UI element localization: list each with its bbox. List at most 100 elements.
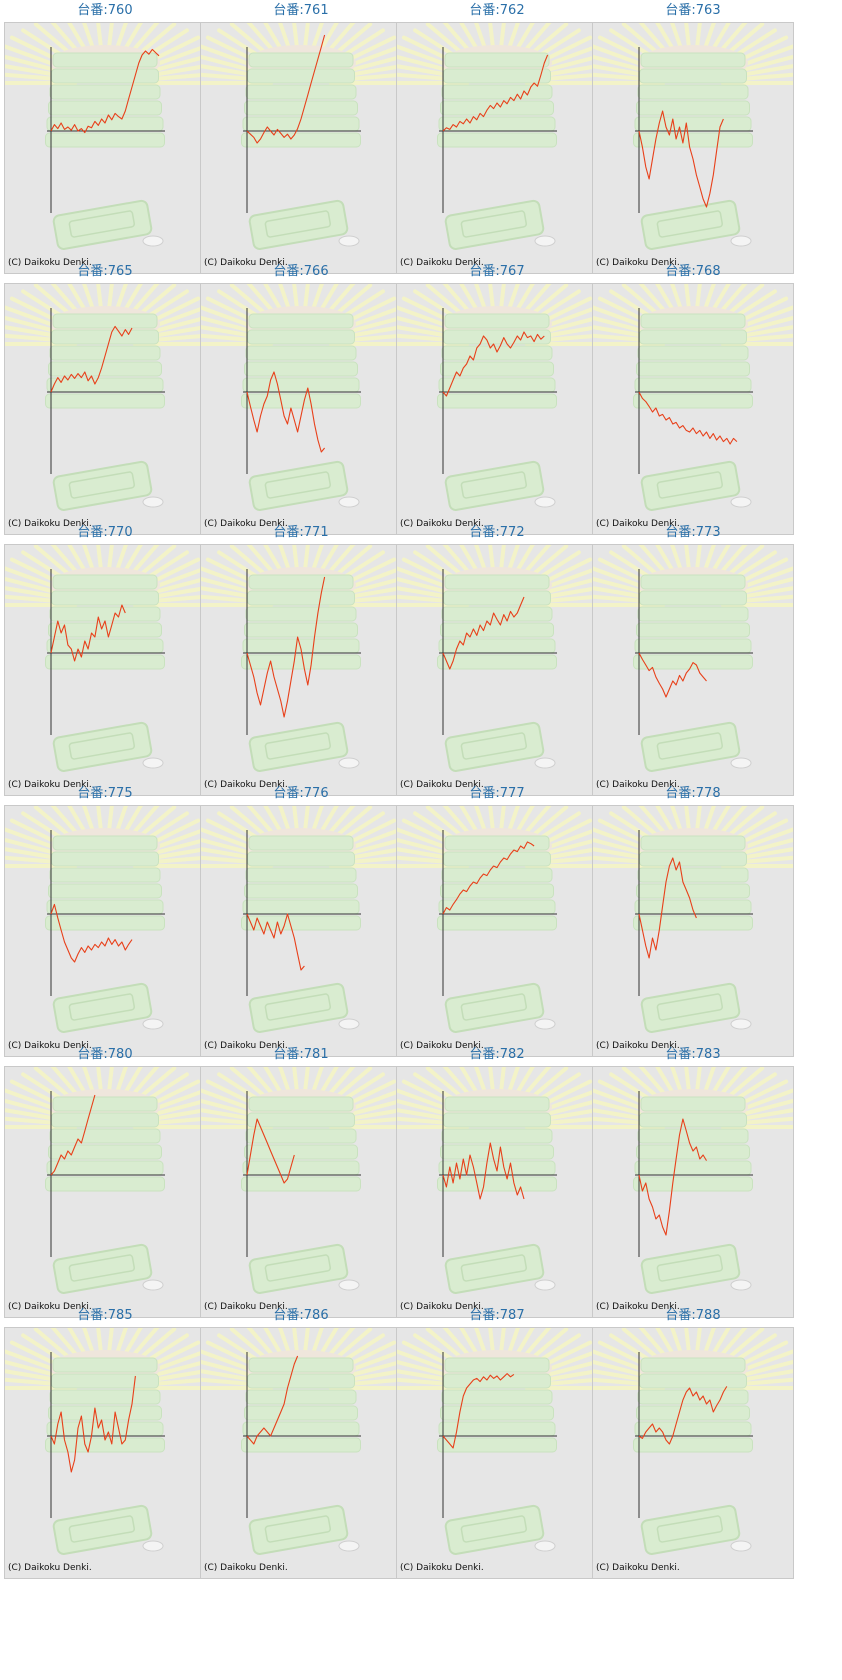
copyright-text: (C) Daikoku Denki. (204, 258, 288, 268)
copyright-text: (C) Daikoku Denki. (204, 780, 288, 790)
chart-title[interactable]: 台番:778 (665, 786, 721, 801)
series-line (50, 1094, 96, 1176)
series-line (638, 857, 697, 959)
copyright-text: (C) Daikoku Denki. (596, 1041, 680, 1051)
chart-svg: (C) Daikoku Denki. (201, 1067, 401, 1312)
copyright-text: (C) Daikoku Denki. (8, 258, 92, 268)
chart-title[interactable]: 台番:760 (77, 3, 133, 18)
chart-title[interactable]: 台番:783 (665, 1047, 721, 1062)
chart-frame: (C) Daikoku Denki. (396, 283, 598, 535)
series-line (246, 1355, 299, 1445)
series-line (50, 325, 133, 393)
chart-svg: (C) Daikoku Denki. (5, 806, 205, 1051)
chart-frame: (C) Daikoku Denki. (396, 22, 598, 274)
chart-title[interactable]: 台番:781 (273, 1047, 329, 1062)
series-line (638, 652, 707, 698)
chart-cell: 台番:783 (C) Daikoku Denki. (588, 1044, 798, 1324)
background-illustration (201, 23, 401, 250)
background-illustration (5, 806, 205, 1033)
copyright-text: (C) Daikoku Denki. (596, 1302, 680, 1312)
chart-frame: (C) Daikoku Denki. (200, 1327, 402, 1579)
chart-svg: (C) Daikoku Denki. (397, 806, 597, 1051)
chart-cell: 台番:767 (C) Daikoku Denki. (392, 261, 602, 541)
background-illustration (593, 806, 793, 1033)
chart-title[interactable]: 台番:782 (469, 1047, 525, 1062)
chart-title[interactable]: 台番:770 (77, 525, 133, 540)
chart-cell: 台番:787 (C) Daikoku Denki. (392, 1305, 602, 1585)
background-illustration (397, 806, 597, 1033)
chart-title[interactable]: 台番:771 (273, 525, 329, 540)
chart-frame: (C) Daikoku Denki. (592, 1327, 794, 1579)
chart-svg: (C) Daikoku Denki. (593, 1067, 793, 1312)
copyright-text: (C) Daikoku Denki. (8, 1563, 92, 1573)
background-illustration (201, 806, 401, 1033)
chart-title[interactable]: 台番:765 (77, 264, 133, 279)
chart-cell: 台番:782 (C) Daikoku Denki. (392, 1044, 602, 1324)
chart-svg: (C) Daikoku Denki. (593, 545, 793, 790)
chart-frame: (C) Daikoku Denki. (200, 1066, 402, 1318)
copyright-text: (C) Daikoku Denki. (596, 519, 680, 529)
chart-svg: (C) Daikoku Denki. (397, 1067, 597, 1312)
copyright-text: (C) Daikoku Denki. (204, 1041, 288, 1051)
series-line (50, 1375, 136, 1473)
chart-frame: (C) Daikoku Denki. (396, 1327, 598, 1579)
chart-frame: (C) Daikoku Denki. (592, 22, 794, 274)
copyright-text: (C) Daikoku Denki. (8, 1041, 92, 1051)
chart-title[interactable]: 台番:785 (77, 1308, 133, 1323)
chart-title[interactable]: 台番:768 (665, 264, 721, 279)
chart-svg: (C) Daikoku Denki. (593, 806, 793, 1051)
background-illustration (397, 545, 597, 772)
copyright-text: (C) Daikoku Denki. (204, 519, 288, 529)
copyright-text: (C) Daikoku Denki. (400, 519, 484, 529)
chart-title[interactable]: 台番:767 (469, 264, 525, 279)
chart-title[interactable]: 台番:788 (665, 1308, 721, 1323)
chart-title[interactable]: 台番:775 (77, 786, 133, 801)
chart-frame: (C) Daikoku Denki. (396, 805, 598, 1057)
copyright-text: (C) Daikoku Denki. (400, 1041, 484, 1051)
chart-frame: (C) Daikoku Denki. (4, 1327, 206, 1579)
chart-title[interactable]: 台番:780 (77, 1047, 133, 1062)
background-illustration (5, 1328, 205, 1555)
chart-frame: (C) Daikoku Denki. (200, 805, 402, 1057)
chart-title[interactable]: 台番:763 (665, 3, 721, 18)
chart-title[interactable]: 台番:773 (665, 525, 721, 540)
chart-cell: 台番:778 (C) Daikoku Denki. (588, 783, 798, 1063)
chart-title[interactable]: 台番:762 (469, 3, 525, 18)
chart-svg: (C) Daikoku Denki. (5, 545, 205, 790)
series-line (442, 841, 535, 915)
chart-title[interactable]: 台番:772 (469, 525, 525, 540)
background-illustration (5, 1067, 205, 1294)
chart-title[interactable]: 台番:776 (273, 786, 329, 801)
chart-cell: 台番:777 (C) Daikoku Denki. (392, 783, 602, 1063)
chart-title[interactable]: 台番:761 (273, 3, 329, 18)
chart-svg: (C) Daikoku Denki. (397, 23, 597, 268)
series-line (50, 604, 126, 662)
series-line (246, 576, 326, 718)
chart-frame: (C) Daikoku Denki. (200, 283, 402, 535)
chart-frame: (C) Daikoku Denki. (200, 22, 402, 274)
copyright-text: (C) Daikoku Denki. (8, 1302, 92, 1312)
background-illustration (201, 545, 401, 772)
chart-frame: (C) Daikoku Denki. (4, 544, 206, 796)
chart-frame: (C) Daikoku Denki. (592, 1066, 794, 1318)
copyright-text: (C) Daikoku Denki. (204, 1302, 288, 1312)
chart-title[interactable]: 台番:786 (273, 1308, 329, 1323)
series-line (442, 54, 549, 132)
chart-cell: 台番:763 (C) Daikoku Denki. (588, 0, 798, 280)
background-illustration (5, 284, 205, 511)
chart-svg: (C) Daikoku Denki. (5, 23, 205, 268)
chart-cell: 台番:776 (C) Daikoku Denki. (196, 783, 406, 1063)
series-line (442, 1373, 515, 1449)
chart-svg: (C) Daikoku Denki. (5, 284, 205, 529)
chart-title[interactable]: 台番:777 (469, 786, 525, 801)
chart-cell: 台番:775 (C) Daikoku Denki. (0, 783, 210, 1063)
chart-title[interactable]: 台番:766 (273, 264, 329, 279)
series-line (638, 1386, 728, 1445)
chart-svg: (C) Daikoku Denki. (201, 806, 401, 1051)
series-line (442, 596, 525, 670)
background-illustration (593, 1067, 793, 1294)
copyright-text: (C) Daikoku Denki. (400, 258, 484, 268)
series-line (638, 1118, 707, 1236)
chart-title[interactable]: 台番:787 (469, 1308, 525, 1323)
